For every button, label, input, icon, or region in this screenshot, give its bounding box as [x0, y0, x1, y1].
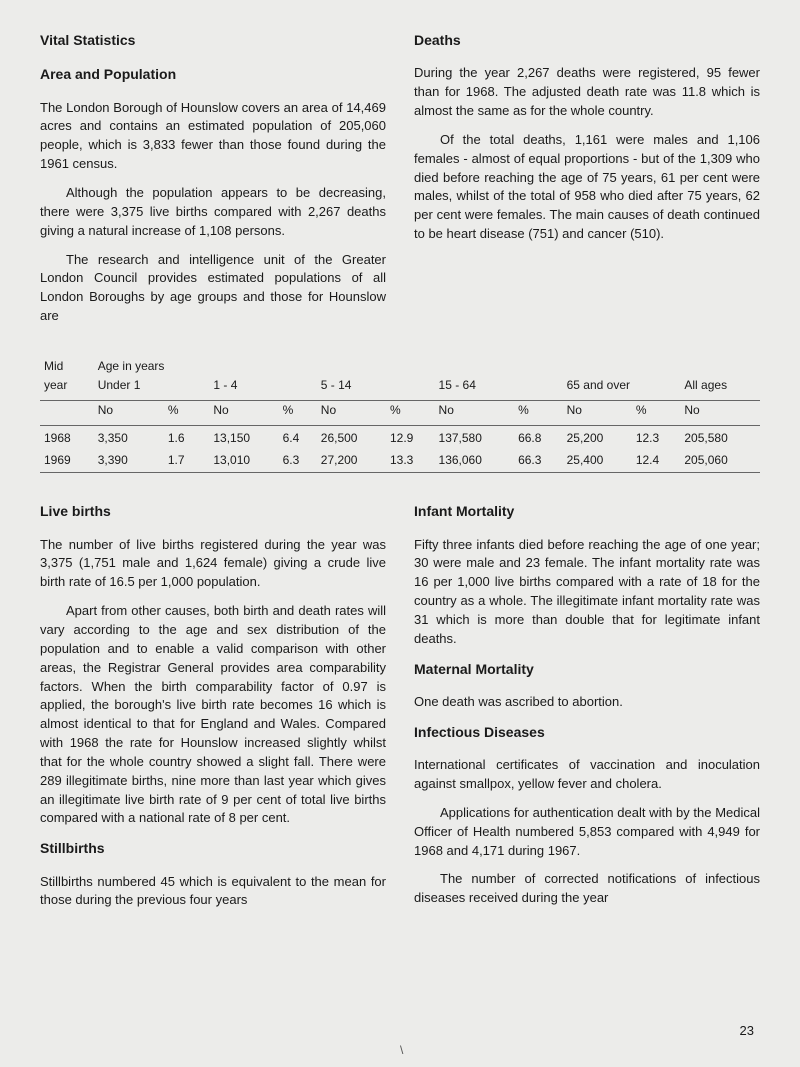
table-cell: 3,390 [94, 448, 164, 470]
table-group-header: Age in years [94, 352, 210, 376]
table-row: 1969 3,390 1.7 13,010 6.3 27,200 13.3 13… [40, 448, 760, 470]
deaths-para-2: Of the total deaths, 1,161 were males an… [414, 131, 760, 244]
table-col-15-64: 15 - 64 [435, 376, 563, 398]
table-cell: 205,060 [680, 448, 760, 470]
area-pop-para-3: The research and intelligence unit of th… [40, 251, 386, 326]
table-year-label: year [40, 376, 94, 398]
table-cell: 26,500 [317, 426, 386, 449]
top-columns: Vital Statistics Area and Population The… [40, 30, 760, 336]
table-cell: 12.4 [632, 448, 681, 470]
stillbirths-heading: Stillbirths [40, 838, 386, 858]
table-subheader-row: No % No % No % No % No % No [40, 401, 760, 424]
table-cell: 12.9 [386, 426, 435, 449]
table-col-under1: Under 1 [94, 376, 210, 398]
table-sub-pct: % [279, 401, 317, 424]
table-cell: 13,010 [209, 448, 278, 470]
infectious-para-2: Applications for authentication dealt wi… [414, 804, 760, 861]
vital-statistics-heading: Vital Statistics [40, 30, 386, 50]
table-cell: 13,150 [209, 426, 278, 449]
table-cell: 3,350 [94, 426, 164, 449]
maternal-mortality-heading: Maternal Mortality [414, 659, 760, 679]
stillbirths-para-1: Stillbirths numbered 45 which is equival… [40, 873, 386, 911]
table-sub-no: No [209, 401, 278, 424]
table-sub-pct: % [386, 401, 435, 424]
table-cell: 25,400 [563, 448, 632, 470]
table-cell: 25,200 [563, 426, 632, 449]
area-pop-para-2: Although the population appears to be de… [40, 184, 386, 241]
page-number: 23 [740, 1022, 754, 1041]
table-cell: 136,060 [435, 448, 515, 470]
infectious-para-3: The number of corrected notifications of… [414, 870, 760, 908]
bottom-columns: Live births The number of live births re… [40, 491, 760, 920]
live-births-para-1: The number of live births registered dur… [40, 536, 386, 593]
deaths-heading: Deaths [414, 30, 760, 50]
infant-mortality-heading: Infant Mortality [414, 501, 760, 521]
table-col-5-14: 5 - 14 [317, 376, 435, 398]
table-sub-no: No [317, 401, 386, 424]
table-sub-pct: % [164, 401, 210, 424]
table-cell: 1.7 [164, 448, 210, 470]
table-col-1-4: 1 - 4 [209, 376, 316, 398]
table-mid-label: Mid [40, 352, 94, 376]
table-cell: 12.3 [632, 426, 681, 449]
table-cell: 13.3 [386, 448, 435, 470]
footer-mark: \ [400, 1042, 403, 1059]
page: Vital Statistics Area and Population The… [0, 0, 800, 1067]
table-header-row-2: year Under 1 1 - 4 5 - 14 15 - 64 65 and… [40, 376, 760, 398]
table-col-allages: All ages [680, 376, 760, 398]
table-sub-pct: % [632, 401, 681, 424]
live-births-heading: Live births [40, 501, 386, 521]
table-cell: 1968 [40, 426, 94, 449]
table-cell: 6.4 [279, 426, 317, 449]
area-population-heading: Area and Population [40, 64, 386, 84]
maternal-mortality-para-1: One death was ascribed to abortion. [414, 693, 760, 712]
infectious-para-1: International certificates of vaccinatio… [414, 756, 760, 794]
right-col-bottom: Infant Mortality Fifty three infants die… [414, 491, 760, 920]
table-sub-no: No [563, 401, 632, 424]
table-sub-no: No [94, 401, 164, 424]
area-pop-para-1: The London Borough of Hounslow covers an… [40, 99, 386, 174]
table-cell: 1969 [40, 448, 94, 470]
table-cell: 66.3 [514, 448, 563, 470]
table-sub-no: No [680, 401, 760, 424]
table-sub-pct: % [514, 401, 563, 424]
left-col-top: Vital Statistics Area and Population The… [40, 30, 386, 336]
age-table-grid: Mid Age in years year Under 1 1 - 4 5 - … [40, 352, 760, 473]
left-col-bottom: Live births The number of live births re… [40, 491, 386, 920]
age-table: Mid Age in years year Under 1 1 - 4 5 - … [40, 352, 760, 473]
table-row: 1968 3,350 1.6 13,150 6.4 26,500 12.9 13… [40, 426, 760, 449]
table-col-65over: 65 and over [563, 376, 681, 398]
table-cell: 6.3 [279, 448, 317, 470]
infant-mortality-para-1: Fifty three infants died before reaching… [414, 536, 760, 649]
deaths-para-1: During the year 2,267 deaths were regist… [414, 64, 760, 121]
table-cell: 205,580 [680, 426, 760, 449]
table-cell: 137,580 [435, 426, 515, 449]
right-col-top: Deaths During the year 2,267 deaths were… [414, 30, 760, 336]
table-cell: 27,200 [317, 448, 386, 470]
table-sub-no: No [435, 401, 515, 424]
table-cell: 66.8 [514, 426, 563, 449]
table-header-row-1: Mid Age in years [40, 352, 760, 376]
table-cell: 1.6 [164, 426, 210, 449]
infectious-diseases-heading: Infectious Diseases [414, 722, 760, 742]
live-births-para-2: Apart from other causes, both birth and … [40, 602, 386, 828]
